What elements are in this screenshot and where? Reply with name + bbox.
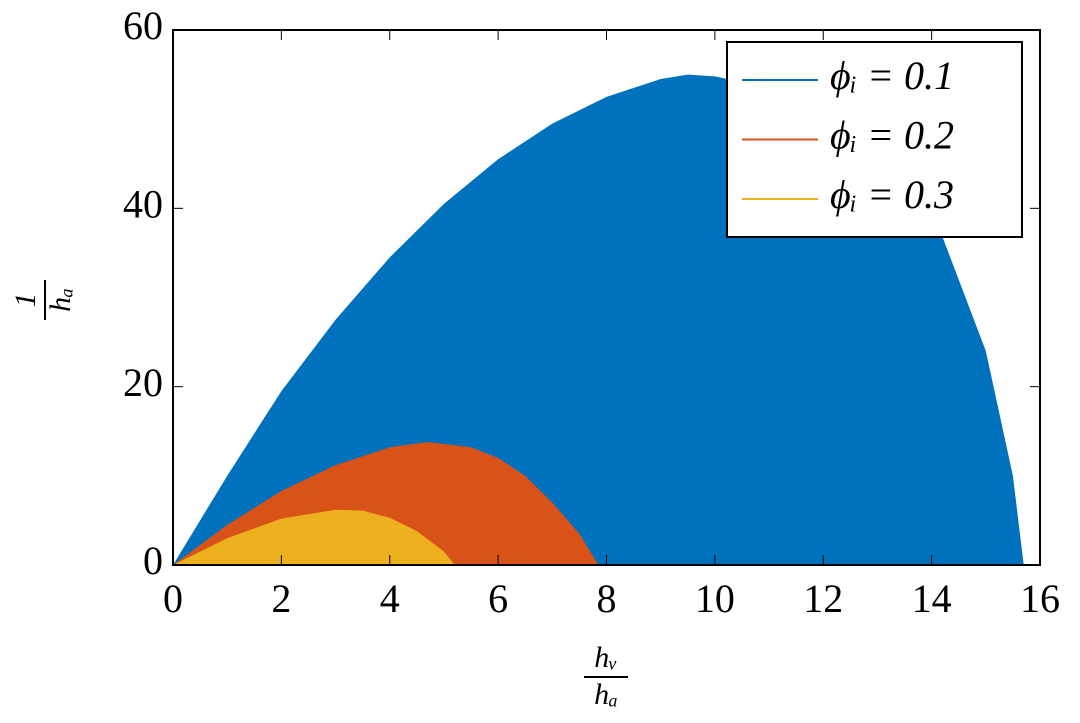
x-axis-label: hᵥ hₐ [584,641,628,711]
y-tick-label: 60 [123,3,163,48]
x-tick-label: 6 [488,576,508,621]
legend-label: ϕᵢ = 0.2 [830,113,954,158]
x-label-numerator: hᵥ [594,641,617,674]
y-tick-label: 20 [123,360,163,405]
x-label-denominator: hₐ [594,678,618,711]
x-tick-label: 10 [695,576,735,621]
legend [726,41,1023,238]
x-tick-label: 14 [912,576,952,621]
y-label-denominator: hₐ [44,288,77,312]
legend-label: ϕᵢ = 0.3 [830,172,954,217]
x-tick-label: 0 [163,576,183,621]
area [173,509,455,565]
y-tick-label: 40 [123,182,163,227]
x-tick-label: 16 [1020,576,1060,621]
plot-frame [172,29,1041,566]
legend-label: ϕᵢ = 0.1 [830,53,954,98]
y-tick-label: 0 [143,538,163,583]
y-label-numerator: 1 [9,293,42,308]
x-tick-label: 4 [380,576,400,621]
y-axis-label: 1 hₐ [9,280,77,320]
x-tick-label: 2 [271,576,291,621]
x-tick-label: 12 [803,576,843,621]
x-tick-label: 8 [597,576,617,621]
